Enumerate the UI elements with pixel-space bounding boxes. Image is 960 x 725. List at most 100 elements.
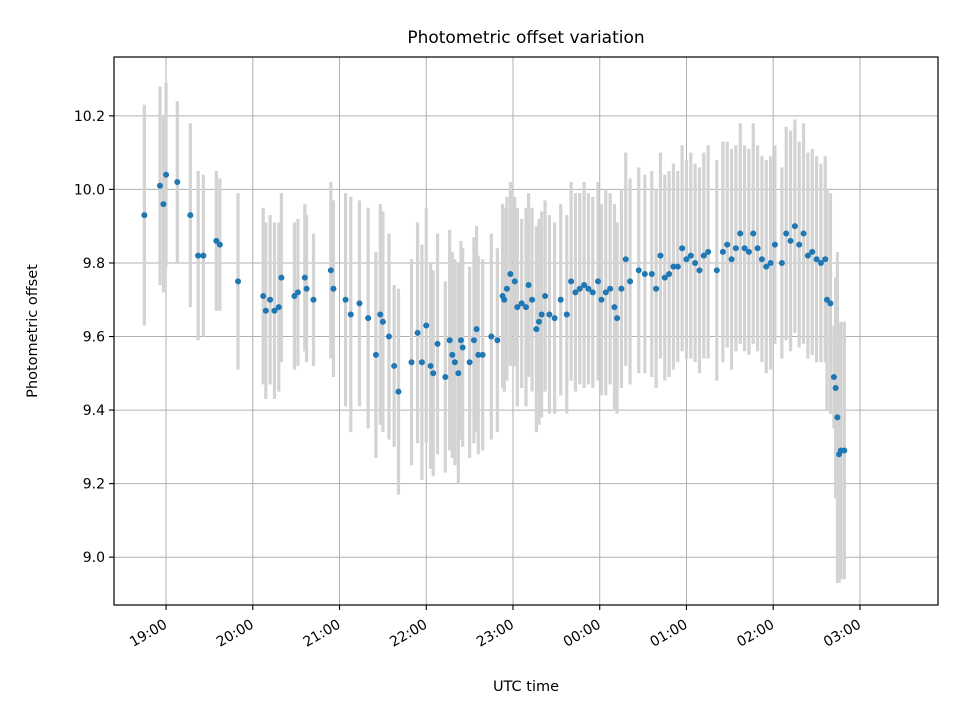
data-point <box>294 289 301 296</box>
data-point <box>594 278 601 285</box>
data-point <box>611 304 618 311</box>
data-point <box>607 285 614 292</box>
data-point <box>503 285 510 292</box>
data-point <box>719 248 726 255</box>
data-point <box>372 351 379 358</box>
data-point <box>160 201 167 208</box>
data-point <box>275 304 282 311</box>
data-point <box>442 373 449 380</box>
data-point <box>800 230 807 237</box>
data-point <box>216 241 223 248</box>
data-point <box>470 337 477 344</box>
data-point <box>187 212 194 219</box>
data-point <box>195 252 202 259</box>
y-tick-label: 9.2 <box>83 477 105 493</box>
data-point <box>683 256 690 263</box>
data-point <box>262 307 269 314</box>
data-point <box>576 285 583 292</box>
data-point <box>551 315 558 322</box>
data-point <box>791 223 798 230</box>
data-point <box>377 311 384 318</box>
data-point <box>648 270 655 277</box>
data-point <box>705 248 712 255</box>
data-point <box>473 326 480 333</box>
y-tick-label: 9.0 <box>83 550 105 566</box>
data-point <box>741 245 748 252</box>
data-point <box>479 351 486 358</box>
data-point <box>347 311 354 318</box>
data-point <box>533 326 540 333</box>
data-point <box>661 274 668 281</box>
data-point <box>385 333 392 340</box>
data-point <box>501 296 508 303</box>
data-point <box>767 259 774 266</box>
data-point <box>809 248 816 255</box>
y-axis-label: Photometric offset <box>25 264 41 398</box>
data-point <box>614 315 621 322</box>
data-point <box>581 282 588 289</box>
data-point <box>475 351 482 358</box>
data-point <box>301 274 308 281</box>
data-point <box>783 230 790 237</box>
data-point <box>457 337 464 344</box>
data-point <box>414 329 421 336</box>
data-point <box>391 362 398 369</box>
x-axis-label: UTC time <box>493 679 559 695</box>
data-point <box>156 182 163 189</box>
data-point <box>379 318 386 325</box>
data-point <box>813 256 820 263</box>
data-point <box>395 388 402 395</box>
data-point <box>796 241 803 248</box>
data-point <box>627 278 634 285</box>
data-point <box>523 304 529 311</box>
data-point <box>511 278 518 285</box>
data-point <box>200 252 207 259</box>
data-point <box>529 296 536 303</box>
data-point <box>598 296 605 303</box>
data-point <box>666 270 673 277</box>
data-point <box>310 296 317 303</box>
data-point <box>267 296 274 303</box>
data-point <box>235 278 242 285</box>
data-point <box>687 252 694 259</box>
data-point <box>641 270 648 277</box>
data-point <box>674 263 681 270</box>
data-point <box>514 304 521 311</box>
data-point <box>449 351 456 358</box>
data-point <box>754 245 761 252</box>
data-point <box>679 245 686 252</box>
data-point <box>459 344 466 351</box>
data-point <box>771 241 778 248</box>
y-tick-label: 9.4 <box>83 403 105 419</box>
data-point <box>635 267 642 274</box>
data-point <box>141 212 148 219</box>
data-point <box>763 263 770 270</box>
data-point <box>538 311 545 318</box>
data-point <box>488 333 495 340</box>
data-point <box>728 256 735 263</box>
data-point <box>572 289 579 296</box>
data-point <box>713 267 720 274</box>
data-point <box>602 289 609 296</box>
data-point <box>696 267 703 274</box>
data-point <box>356 300 363 307</box>
data-point <box>832 385 839 392</box>
data-point <box>342 296 349 303</box>
data-point <box>830 373 837 380</box>
data-point <box>427 362 434 369</box>
data-point <box>745 248 752 255</box>
data-point <box>303 285 310 292</box>
data-point <box>518 300 525 307</box>
data-point <box>466 359 473 366</box>
chart-title: Photometric offset variation <box>407 28 644 48</box>
data-point <box>455 370 462 377</box>
data-point <box>653 285 660 292</box>
y-tick-label: 9.6 <box>83 330 105 346</box>
data-point <box>750 230 757 237</box>
data-point <box>817 259 824 266</box>
data-point <box>542 293 549 300</box>
data-point <box>365 315 372 322</box>
data-point <box>834 414 841 421</box>
